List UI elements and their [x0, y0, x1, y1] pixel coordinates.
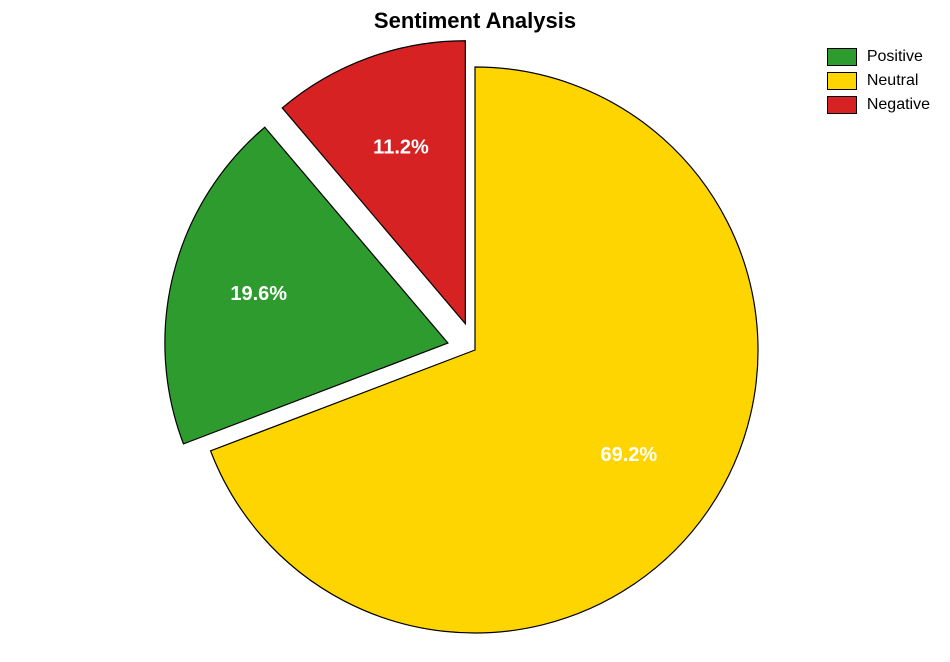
slice-label-negative: 11.2%	[373, 137, 429, 159]
legend: Positive Neutral Negative	[827, 48, 930, 120]
legend-swatch	[827, 96, 857, 114]
slice-label-neutral: 69.2%	[600, 444, 657, 466]
legend-item: Positive	[827, 48, 930, 66]
pie-svg: 69.2% 19.6% 11.2%	[0, 0, 950, 662]
legend-label: Positive	[867, 48, 923, 66]
legend-label: Neutral	[867, 72, 919, 90]
sentiment-pie-chart: Sentiment Analysis 69.2%19.6%11.2% Posit…	[0, 0, 950, 662]
legend-label: Negative	[867, 96, 930, 114]
legend-item: Negative	[827, 96, 930, 114]
legend-swatch	[827, 72, 857, 90]
legend-item: Neutral	[827, 72, 930, 90]
legend-swatch	[827, 48, 857, 66]
slice-label-positive: 19.6%	[230, 283, 287, 305]
